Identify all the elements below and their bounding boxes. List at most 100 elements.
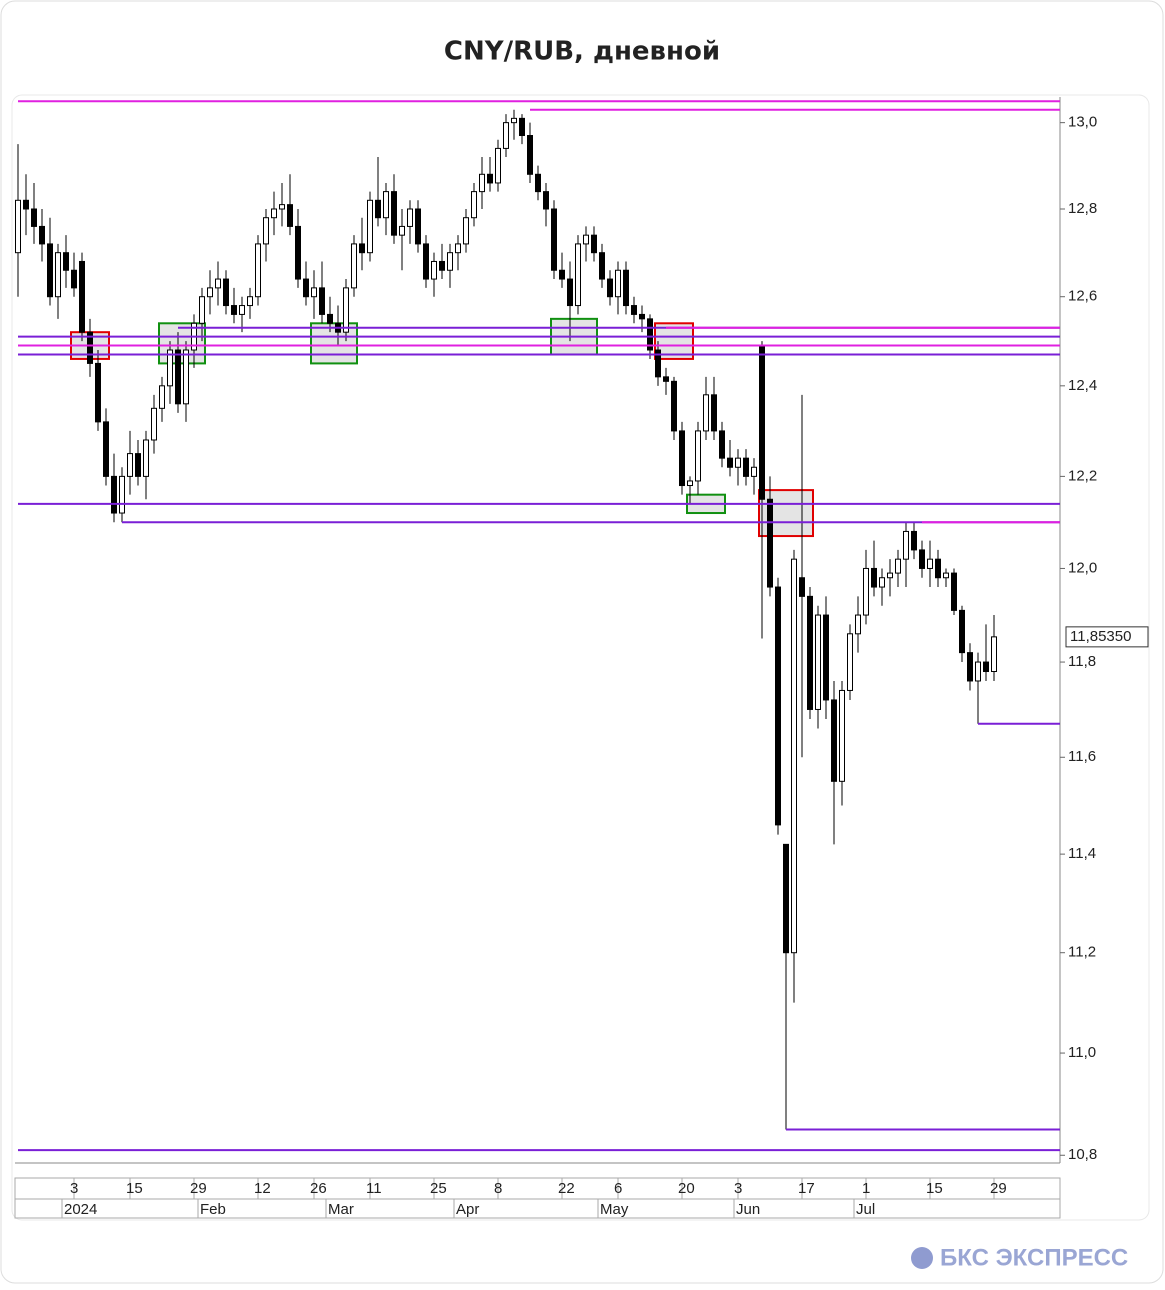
candle-body bbox=[375, 199, 381, 219]
candle-body bbox=[527, 135, 533, 175]
period-label: Feb bbox=[200, 1201, 226, 1218]
chart-frame bbox=[11, 94, 1150, 1221]
y-tick-label: 12,6 bbox=[1068, 288, 1097, 305]
y-tick-label: 11,2 bbox=[1068, 944, 1096, 961]
y-tick-label: 12,8 bbox=[1068, 200, 1097, 217]
x-tick-label: 26 bbox=[310, 1180, 327, 1197]
candle-body bbox=[751, 466, 757, 477]
x-tick-label: 22 bbox=[558, 1180, 575, 1197]
period-label: Jun bbox=[736, 1201, 760, 1218]
candle-body bbox=[839, 689, 845, 782]
candle-body bbox=[479, 173, 485, 193]
y-tick-label: 12,2 bbox=[1068, 467, 1097, 484]
candle-body bbox=[943, 572, 949, 579]
candle-body bbox=[623, 269, 629, 307]
candle-body bbox=[431, 260, 437, 280]
candle-body bbox=[135, 453, 141, 477]
candle-body bbox=[775, 586, 781, 826]
logo-icon bbox=[911, 1247, 933, 1269]
x-tick-label: 12 bbox=[254, 1180, 271, 1197]
x-axis-box bbox=[14, 1177, 1061, 1219]
x-tick-label: 8 bbox=[494, 1180, 502, 1197]
candle-body bbox=[295, 225, 301, 280]
candle-body bbox=[71, 269, 77, 289]
candle-body bbox=[871, 567, 877, 588]
y-tick-label: 12,0 bbox=[1068, 559, 1097, 576]
x-tick-label: 1 bbox=[862, 1180, 870, 1197]
last-price-box bbox=[1065, 626, 1149, 648]
y-tick-label: 11,8 bbox=[1068, 653, 1096, 670]
x-tick-label: 17 bbox=[798, 1180, 815, 1197]
candle-body bbox=[119, 475, 125, 514]
candle-body bbox=[231, 305, 237, 315]
candle-body bbox=[591, 234, 597, 254]
chart-title: CNY/RUB, дневной bbox=[444, 37, 720, 67]
candle-body bbox=[607, 278, 613, 298]
x-tick-label: 11 bbox=[366, 1180, 382, 1197]
candle-body bbox=[583, 234, 589, 245]
candle-body bbox=[55, 252, 61, 298]
candle-body bbox=[671, 380, 677, 432]
candle-body bbox=[207, 287, 213, 298]
candle-body bbox=[447, 252, 453, 271]
signal-box bbox=[310, 322, 358, 365]
candle-body bbox=[927, 558, 933, 569]
candle-body bbox=[239, 305, 245, 315]
candle-body bbox=[991, 636, 997, 673]
candle-body bbox=[519, 117, 525, 137]
period-label: May bbox=[600, 1201, 629, 1218]
candle-body bbox=[887, 572, 893, 579]
x-tick-label: 20 bbox=[678, 1180, 695, 1197]
candle-body bbox=[511, 117, 517, 124]
y-tick-label: 11,4 bbox=[1068, 845, 1096, 862]
candle-body bbox=[183, 349, 189, 405]
y-tick-label: 11,0 bbox=[1068, 1044, 1096, 1061]
candle-body bbox=[735, 457, 741, 468]
candle-body bbox=[15, 199, 21, 254]
candle-body bbox=[423, 243, 429, 280]
candle-body bbox=[247, 296, 253, 307]
candle-body bbox=[167, 349, 173, 387]
candle-body bbox=[255, 243, 261, 298]
candle-body bbox=[407, 208, 413, 227]
candle-body bbox=[151, 407, 157, 441]
candle-body bbox=[663, 376, 669, 382]
candle-body bbox=[111, 475, 117, 514]
candle-body bbox=[39, 225, 45, 245]
x-tick-label: 29 bbox=[190, 1180, 207, 1197]
logo: БКС ЭКСПРЕСС bbox=[940, 1244, 1128, 1271]
candle-body bbox=[487, 173, 493, 184]
candle-body bbox=[455, 243, 461, 254]
candle-body bbox=[103, 421, 109, 477]
x-tick-label: 6 bbox=[614, 1180, 622, 1197]
candle-body bbox=[711, 394, 717, 432]
candle-body bbox=[95, 362, 101, 423]
candle-body bbox=[951, 572, 957, 611]
candle-body bbox=[399, 225, 405, 236]
candle-body bbox=[919, 549, 925, 569]
candle-body bbox=[367, 199, 373, 254]
candle-body bbox=[783, 843, 789, 954]
candle-body bbox=[655, 349, 661, 378]
candle-body bbox=[935, 558, 941, 579]
candle-body bbox=[847, 633, 853, 691]
candle-body bbox=[855, 614, 861, 635]
candle-body bbox=[359, 243, 365, 254]
candle-body bbox=[831, 699, 837, 782]
candle-body bbox=[175, 349, 181, 405]
x-tick-label: 15 bbox=[126, 1180, 143, 1197]
candle-body bbox=[639, 313, 645, 320]
candle-body bbox=[143, 439, 149, 477]
candle-body bbox=[799, 577, 805, 597]
candle-body bbox=[215, 278, 221, 289]
candle-body bbox=[727, 457, 733, 468]
signal-box bbox=[158, 322, 206, 365]
candle-body bbox=[687, 480, 693, 487]
y-tick-label: 11,6 bbox=[1068, 748, 1096, 765]
candle-body bbox=[911, 530, 917, 551]
candle-body bbox=[263, 217, 269, 245]
candle-body bbox=[535, 173, 541, 193]
candle-body bbox=[879, 577, 885, 588]
